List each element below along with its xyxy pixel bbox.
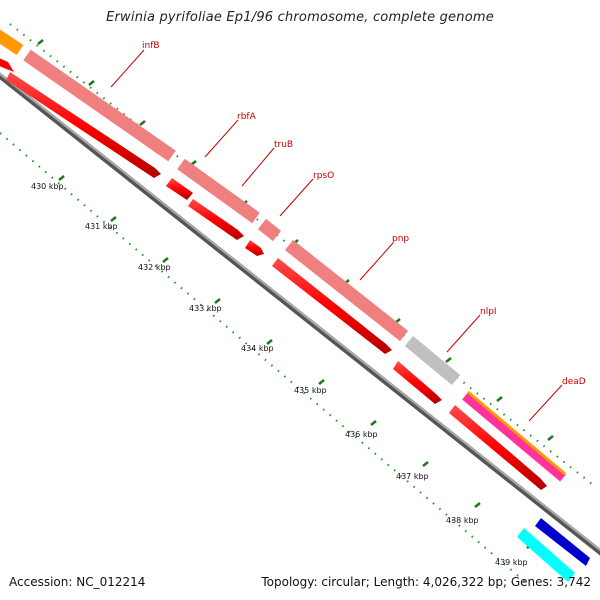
kbp-label-434: 434 kbp	[241, 344, 274, 353]
gene-arrow-rbfA-a	[166, 178, 193, 200]
rbfA-band	[177, 158, 260, 224]
genome-summary-text: Topology: circular; Length: 4,026,322 bp…	[261, 575, 591, 589]
gene-arrow-cyan	[517, 528, 575, 582]
truB-band	[257, 218, 282, 242]
inner-major-ticks	[58, 175, 533, 549]
deaD-band	[462, 392, 566, 482]
outer-major-ticks	[37, 39, 554, 441]
gene-arrow-left-edge	[0, 58, 14, 72]
gene-arrow-nlpI	[393, 361, 442, 404]
kbp-label-430: 430 kbp	[31, 182, 64, 191]
map-title: Erwinia pyrifoliae Ep1/96 chromosome, co…	[106, 10, 494, 25]
gene-arrow-rbfA-b	[188, 199, 244, 240]
kbp-label-438: 438 kbp	[446, 516, 479, 525]
chromosome-backbone	[0, 72, 600, 556]
gene-label-deaD: deaD	[562, 377, 586, 387]
kbp-labels: 430 kbp 431 kbp 432 kbp 433 kbp 434 kbp …	[31, 182, 528, 567]
kbp-label-433: 433 kbp	[189, 304, 222, 313]
gene-arrow-infB	[6, 72, 161, 178]
gene-label-infB: infB	[142, 41, 160, 51]
inner-tick-row	[0, 132, 531, 587]
kbp-label-432: 432 kbp	[138, 263, 171, 272]
gene-label-nlpI: nlpI	[480, 307, 497, 317]
kbp-label-431: 431 kbp	[85, 222, 118, 231]
gene-band-outer	[0, 29, 566, 482]
pnp-band	[284, 239, 409, 342]
gene-label-rpsO: rpsO	[313, 171, 334, 181]
gene-labels: infB rbfA truB rpsO pnp nlpI deaD	[142, 41, 586, 387]
kbp-label-435: 435 kbp	[294, 386, 327, 395]
gene-arrow-pnp	[272, 258, 392, 354]
kbp-label-437: 437 kbp	[396, 472, 429, 481]
kbp-label-436: 436 kbp	[345, 430, 378, 439]
gene-arrows	[0, 58, 590, 582]
infB-band	[23, 49, 176, 162]
gene-label-truB: truB	[274, 140, 293, 150]
deaD-band-stripe	[467, 390, 566, 476]
orange-gene-segment	[0, 29, 24, 55]
gene-arrow-deaD	[449, 405, 547, 490]
gene-label-pnp: pnp	[392, 234, 409, 244]
gene-label-rbfA: rbfA	[237, 112, 257, 122]
nlpI-band	[404, 335, 461, 386]
accession-text: Accession: NC_012214	[9, 575, 146, 589]
label-leader-lines	[110, 49, 563, 422]
kbp-label-439: 439 kbp	[495, 558, 528, 567]
gene-arrow-truB	[245, 240, 264, 256]
gene-arrow-blue	[535, 518, 590, 566]
